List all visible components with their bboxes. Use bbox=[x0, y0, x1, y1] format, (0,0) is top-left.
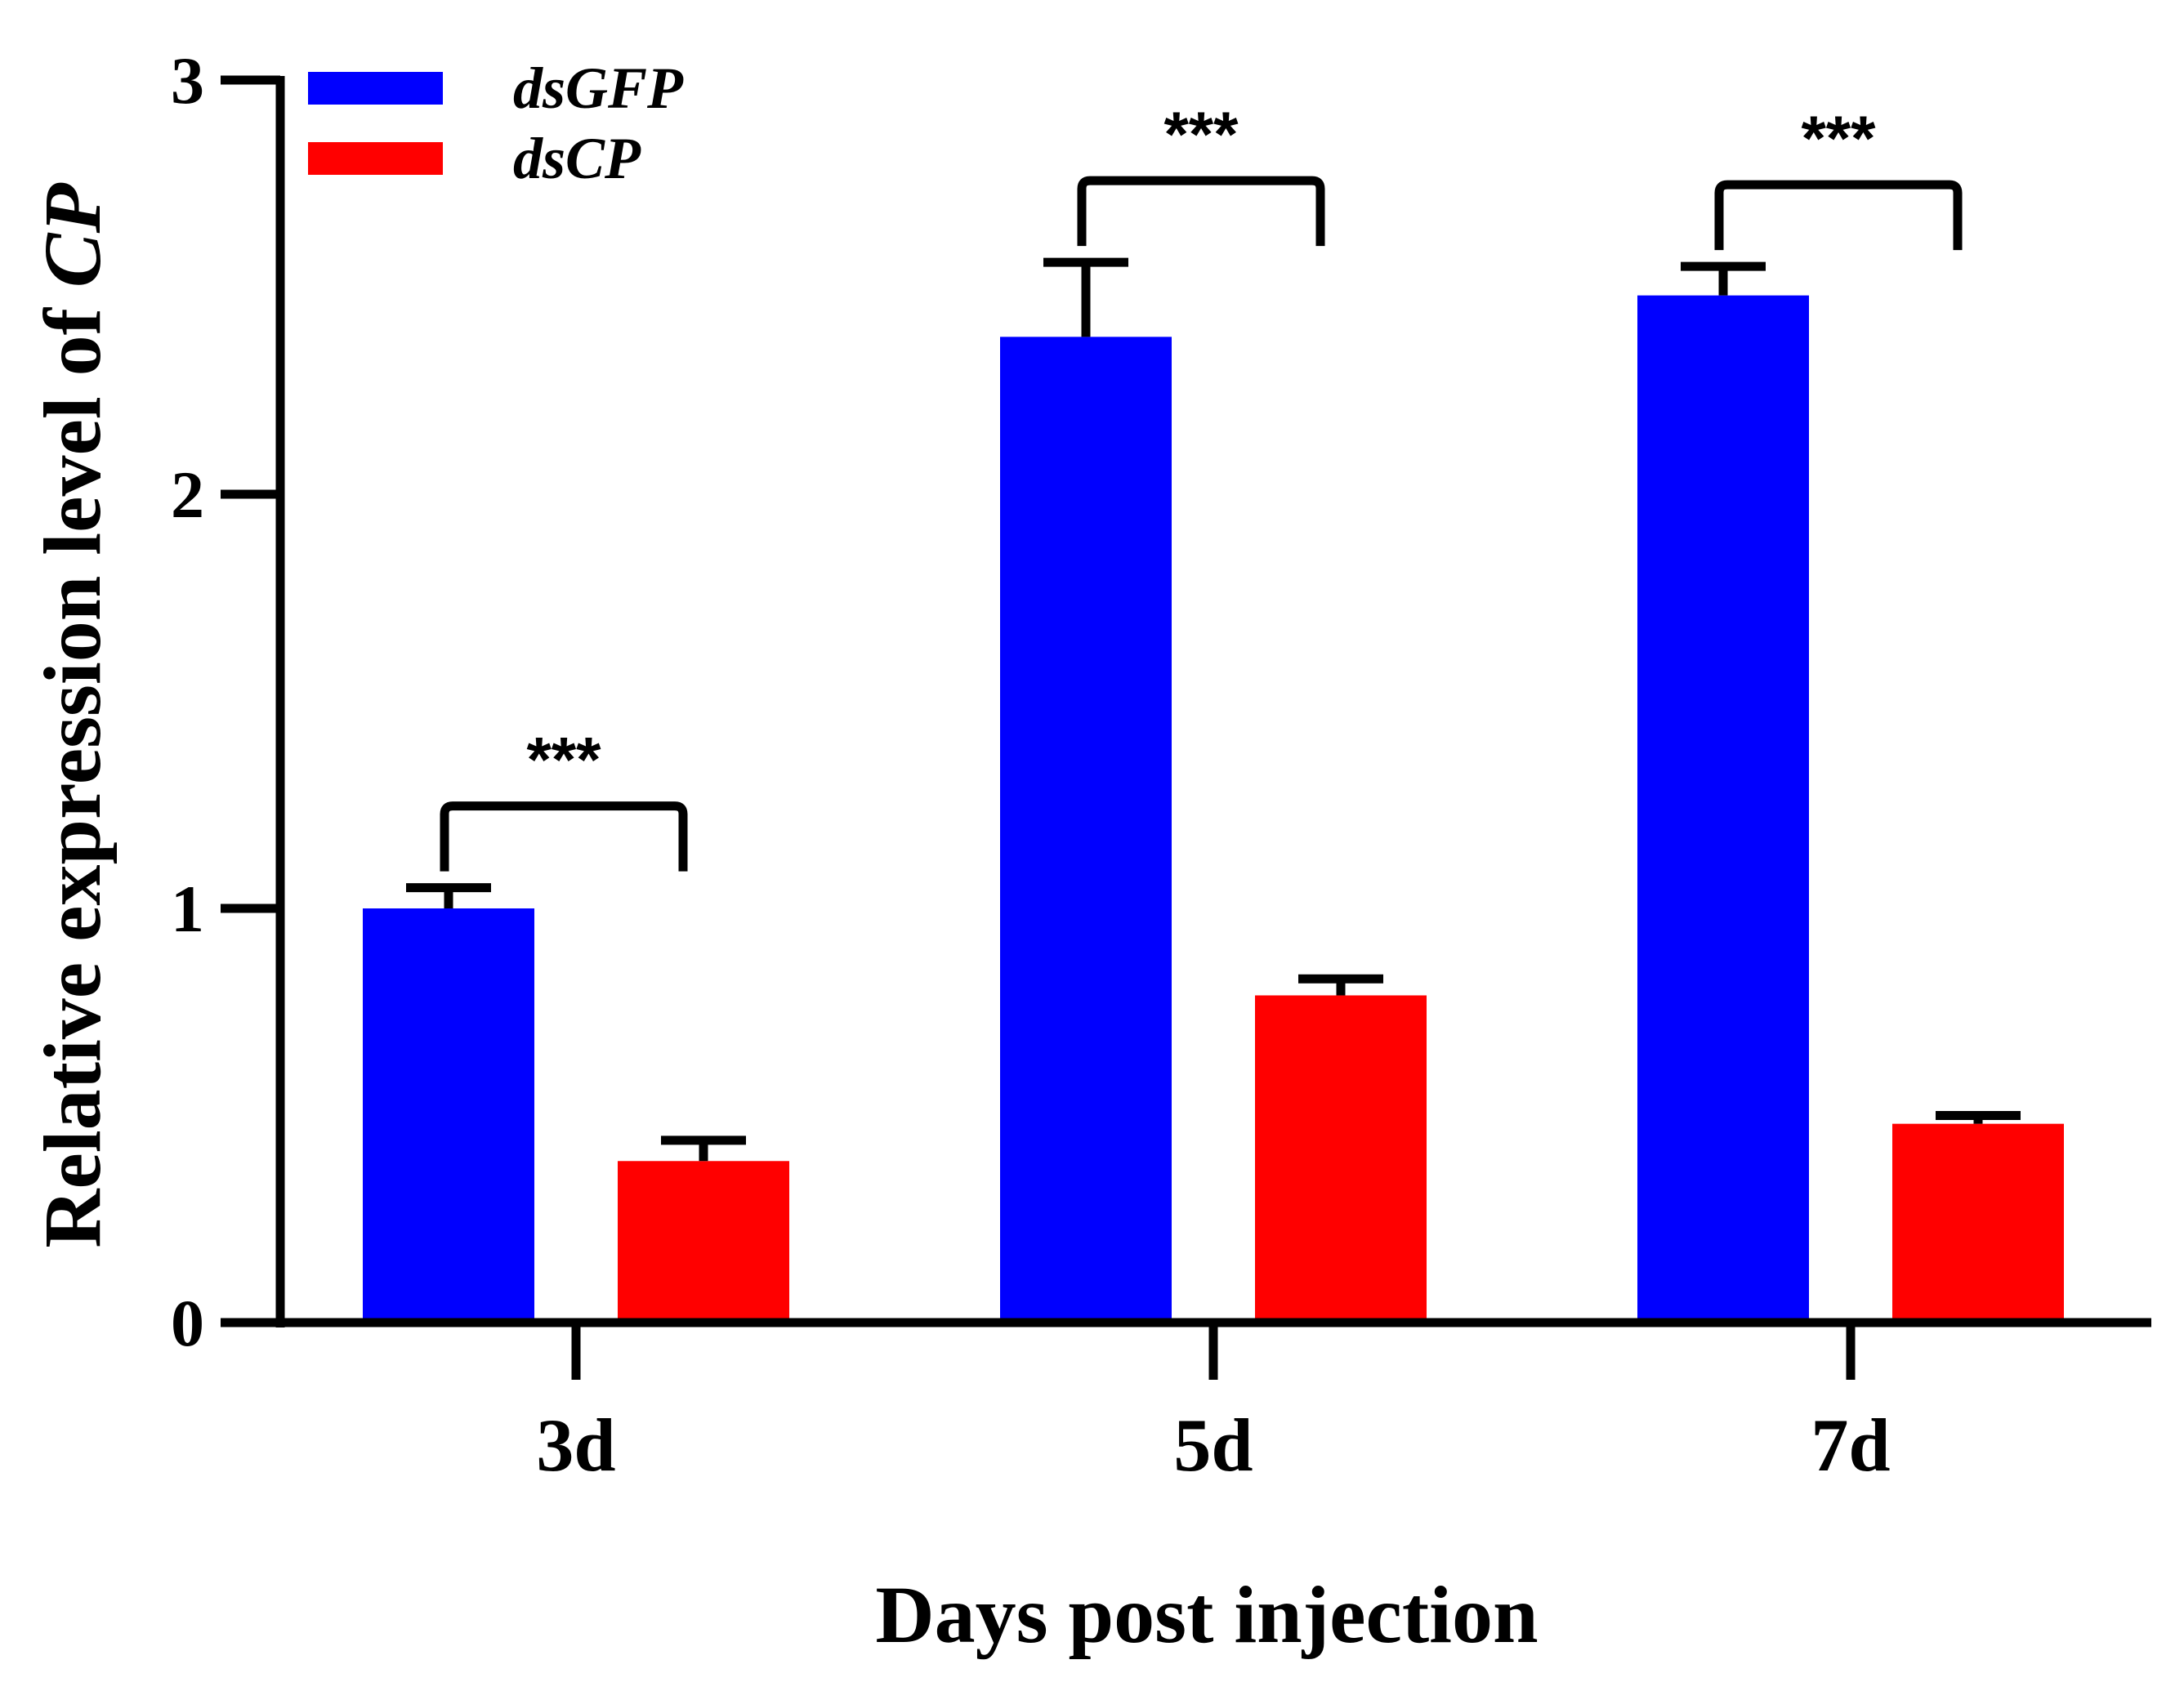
significance-group: *** *** *** bbox=[440, 98, 1963, 872]
significance-label-3d: *** bbox=[526, 724, 601, 796]
x-tick-label-3d: 3d bbox=[536, 1403, 615, 1487]
error-bars-group bbox=[406, 257, 2021, 1162]
bar-dsGFP-5d bbox=[1000, 337, 1172, 1323]
x-tick-label-7d: 7d bbox=[1811, 1403, 1890, 1487]
x-tick-label-5d: 5d bbox=[1173, 1403, 1253, 1487]
y-axis-title: Relative expression level of CP bbox=[27, 182, 118, 1247]
y-tick-label-2: 2 bbox=[171, 457, 204, 532]
y-tick-label-3: 3 bbox=[171, 43, 204, 118]
y-axis-title-gene: CP bbox=[27, 182, 118, 288]
bar-dsCP-3d bbox=[618, 1161, 789, 1323]
y-axis-title-prefix: Relative expression level of bbox=[27, 288, 118, 1248]
bar-dsGFP-3d bbox=[363, 908, 534, 1323]
legend-label-dsCP: dsCP bbox=[513, 126, 641, 191]
y-tick-label-1: 1 bbox=[171, 872, 204, 946]
legend-label-dsGFP: dsGFP bbox=[513, 56, 684, 121]
significance-bracket-5d bbox=[1077, 176, 1325, 247]
y-tick-label-0: 0 bbox=[171, 1286, 204, 1360]
significance-label-5d: *** bbox=[1163, 98, 1239, 170]
x-axis-title: Days post injection bbox=[875, 1569, 1538, 1660]
axes-group: 0 1 2 3 3d 5d 7d bbox=[171, 43, 2151, 1487]
significance-bracket-7d bbox=[1714, 180, 1963, 251]
bars-group bbox=[363, 295, 2064, 1323]
legend-swatch-dsCP bbox=[308, 142, 443, 175]
bar-dsCP-5d bbox=[1255, 995, 1427, 1323]
bar-dsCP-7d bbox=[1892, 1123, 2064, 1323]
bar-dsGFP-7d bbox=[1637, 295, 1809, 1323]
significance-bracket-3d bbox=[440, 801, 688, 872]
significance-label-7d: *** bbox=[1801, 102, 1876, 174]
legend-swatch-dsGFP bbox=[308, 72, 443, 105]
